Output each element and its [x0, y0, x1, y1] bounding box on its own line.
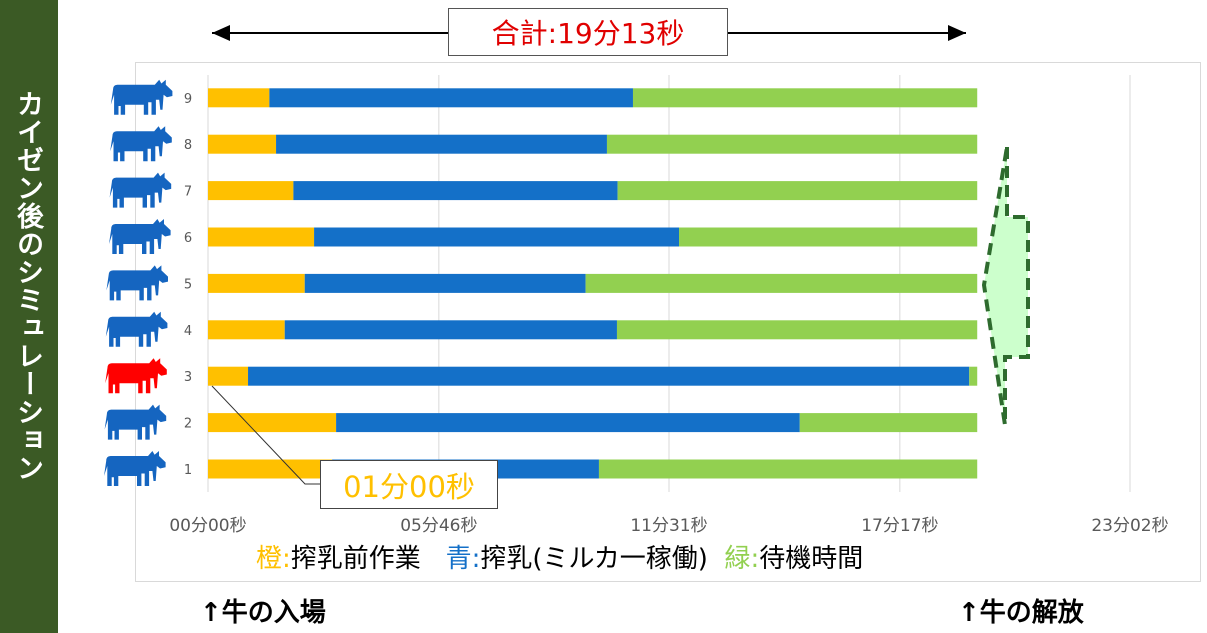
bar-segment-搾乳前作業-cow-6	[208, 227, 315, 247]
legend-green-sep: :	[750, 544, 760, 574]
cow-icon-shape	[109, 219, 171, 254]
cow-icon-shape	[110, 79, 173, 115]
bar-segment-搾乳-cow-8	[276, 134, 607, 154]
legend: 橙:搾乳前作業 青:搾乳(ミルカ一稼働) 緑:待機時間	[256, 538, 863, 575]
bar-segment-待機時間-cow-5	[585, 273, 978, 293]
legend-green-key: 緑	[724, 544, 751, 574]
cow-icon	[110, 79, 173, 115]
bar-segment-待機時間-cow-7	[617, 181, 978, 201]
y-tick-label: 9	[184, 92, 192, 107]
y-tick-label: 5	[184, 277, 192, 292]
bar-segment-搾乳前作業-cow-8	[208, 134, 277, 154]
bar-segment-搾乳-cow-3	[248, 366, 970, 386]
cow-icon-shape	[106, 265, 168, 301]
bar-segment-搾乳前作業-cow-1	[208, 459, 333, 479]
cow-icon-shape	[104, 451, 166, 486]
bar-segment-搾乳前作業-cow-4	[208, 320, 285, 340]
bar-segment-搾乳前作業-cow-5	[208, 273, 305, 293]
cow-icon-shape	[105, 311, 168, 347]
callout-label: 01分00秒	[320, 460, 498, 509]
bar-segment-搾乳-cow-9	[269, 88, 633, 108]
y-tick-label: 4	[184, 324, 192, 339]
sidebar: カイゼン後のシミュレーション	[0, 0, 58, 633]
legend-orange-key: 橙	[256, 544, 283, 574]
y-tick-label: 3	[184, 370, 192, 385]
entry-note: ↑牛の入場	[200, 598, 326, 628]
y-tick-label: 7	[184, 185, 192, 200]
cow-icon-highlighted	[105, 358, 167, 394]
callout-leader-line	[211, 385, 320, 485]
bar-segment-待機時間-cow-9	[632, 88, 978, 108]
cow-icon-shape	[105, 358, 167, 394]
legend-orange-sep: :	[282, 544, 291, 574]
bar-segment-待機時間-cow-1	[598, 459, 978, 479]
cow-icon-shape	[104, 404, 167, 440]
bar-segment-待機時間-cow-3	[969, 366, 978, 386]
bar-segment-搾乳-cow-2	[336, 413, 800, 433]
y-tick-label: 1	[184, 463, 192, 478]
bar-segment-搾乳前作業-cow-2	[208, 413, 337, 433]
bar-segment-待機時間-cow-4	[616, 320, 978, 340]
bar-segment-待機時間-cow-8	[606, 134, 978, 154]
bar-segment-搾乳前作業-cow-3	[208, 366, 249, 386]
bar-segment-搾乳前作業-cow-9	[208, 88, 270, 108]
cow-icon	[106, 265, 168, 301]
cow-icon	[109, 172, 172, 208]
release-note: ↑牛の解放	[958, 598, 1084, 628]
bar-segment-搾乳-cow-6	[314, 227, 680, 247]
bar-segment-搾乳-cow-4	[284, 320, 617, 340]
x-tick-label: 05分46秒	[400, 516, 477, 536]
cow-icon	[104, 451, 166, 486]
legend-blue-label: 搾乳(ミルカ一稼働)	[480, 544, 708, 574]
bar-segment-搾乳前作業-cow-7	[208, 181, 294, 201]
bar-segment-搾乳-cow-7	[293, 181, 618, 201]
cow-icon	[109, 219, 171, 254]
sidebar-title: カイゼン後のシミュレーション	[12, 90, 43, 482]
legend-orange-label: 搾乳前作業	[290, 544, 421, 574]
cow-icon	[105, 311, 168, 347]
x-tick-label: 11分31秒	[630, 516, 707, 536]
y-tick-label: 8	[184, 138, 192, 153]
bar-segment-待機時間-cow-6	[679, 227, 978, 247]
legend-green-label: 待機時間	[759, 544, 864, 574]
x-tick-label: 23分02秒	[1091, 516, 1168, 536]
bar-segment-搾乳-cow-5	[304, 273, 586, 293]
cow-icon	[104, 404, 167, 440]
x-tick-label: 17分17秒	[861, 516, 938, 536]
total-time-label: 合計:19分13秒	[448, 8, 728, 56]
y-tick-label: 2	[184, 417, 192, 432]
x-tick-label: 00分00秒	[169, 516, 246, 536]
waiting-time-highlight-shape	[981, 146, 1030, 426]
legend-blue-sep: :	[471, 544, 481, 574]
cow-icon-shape	[109, 172, 172, 208]
cow-icon	[110, 126, 172, 162]
y-tick-label: 6	[184, 231, 192, 246]
cow-icon-shape	[110, 126, 172, 162]
legend-blue-key: 青	[445, 544, 472, 574]
bar-segment-待機時間-cow-2	[799, 413, 978, 433]
